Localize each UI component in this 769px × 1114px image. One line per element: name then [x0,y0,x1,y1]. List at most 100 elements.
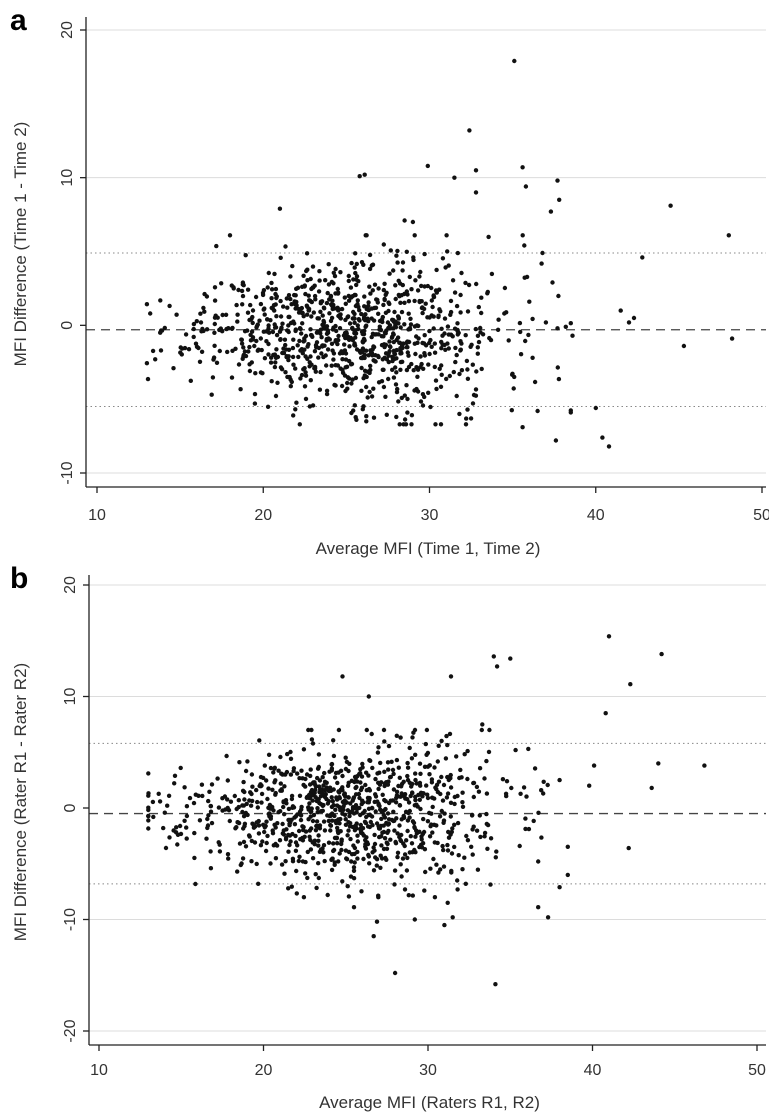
data-point [432,364,437,370]
data-point [236,287,241,293]
data-point [453,345,458,351]
data-point [464,416,469,421]
data-point [329,804,335,810]
data-point [422,333,427,338]
data-point [296,354,301,360]
data-point [293,840,299,845]
data-point [440,342,445,347]
data-point [293,407,298,412]
data-point [261,329,266,334]
data-point [396,765,401,770]
data-point [408,316,413,321]
data-point [455,878,460,883]
data-point [294,868,299,874]
data-point [184,836,189,841]
data-point [289,793,295,799]
panel-a: a -10 0 10 20 10 20 30 40 50 Average MFI (Time 1, … [10,4,769,558]
data-point [518,791,523,796]
data-point [413,850,418,855]
data-point [279,862,285,867]
data-point [241,803,246,808]
data-point [440,798,446,803]
data-point [274,314,279,319]
data-point [325,327,330,333]
data-point [391,771,396,777]
data-point [441,820,446,825]
data-point [495,327,501,332]
data-point [313,872,318,877]
data-point [322,779,328,784]
data-point [278,365,284,370]
data-point [359,889,364,894]
data-point [261,288,267,293]
data-point [364,414,369,419]
data-point [380,357,385,362]
data-point [320,343,325,348]
data-point [333,807,338,812]
data-point [536,859,541,864]
data-point [312,349,318,354]
data-point [193,792,198,797]
data-point [385,760,391,765]
data-point [351,795,357,800]
data-point [475,867,481,872]
data-point [307,360,312,365]
data-point [480,332,486,337]
data-point [200,793,205,799]
data-point [520,233,525,238]
data-point [406,311,411,316]
data-point [182,785,187,790]
data-point [484,758,489,764]
data-point [299,372,305,378]
data-point [474,281,479,287]
data-point [366,812,372,818]
data-point [235,869,240,874]
data-point [256,823,262,828]
data-point [502,285,508,291]
data-point [288,384,293,389]
data-point [352,320,357,325]
data-point [428,404,433,410]
data-point [394,389,400,395]
data-point [508,656,513,661]
data-point [208,809,214,814]
data-point [369,394,375,399]
data-point [191,321,197,327]
data-point [422,353,428,358]
data-point [318,369,323,375]
data-point [355,839,360,844]
data-point [441,864,447,869]
data-point [270,329,276,335]
data-point [394,414,399,420]
data-point [377,324,382,329]
data-point [438,791,443,797]
data-point [485,822,491,828]
data-point [382,281,387,286]
data-point [274,843,280,848]
data-point [419,305,425,311]
data-point [530,355,535,360]
data-point [363,820,369,826]
data-point [324,388,330,393]
data-point [553,438,559,443]
data-point [250,337,255,342]
data-point [277,329,283,334]
data-point [318,786,323,792]
data-point [187,795,193,801]
data-point [290,263,295,269]
data-point [414,365,419,370]
data-point [320,791,325,796]
data-point [251,823,256,828]
data-point [184,825,189,830]
data-point [526,826,532,832]
data-point [484,811,489,817]
data-point [411,368,416,373]
data-point [442,811,447,816]
data-point [175,832,181,837]
data-point [299,768,304,773]
data-point [431,326,436,331]
data-point [303,871,308,876]
data-point [438,422,444,427]
data-point [345,884,350,889]
y-tick-label: 0 [59,321,76,330]
